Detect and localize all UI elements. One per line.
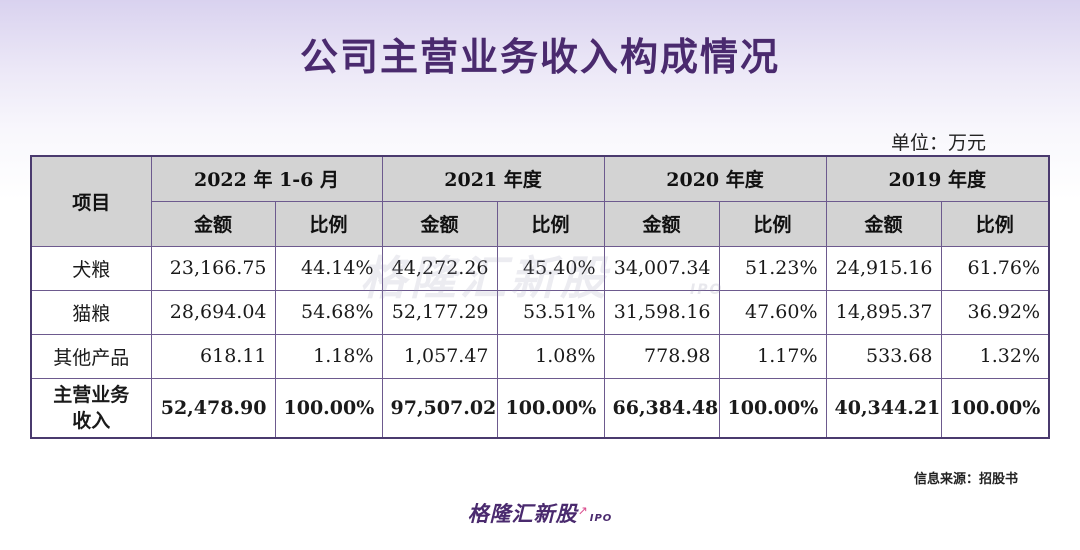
year-header: 2020 年度 xyxy=(603,155,827,202)
total-ratio-cell: 100.00% xyxy=(496,377,605,439)
ratio-cell: 61.76% xyxy=(940,245,1050,291)
amount-cell: 533.68 xyxy=(825,333,942,379)
brand-name: 格隆汇新股 xyxy=(467,502,578,526)
amount-cell: 52,177.29 xyxy=(381,289,498,335)
table-row: 猫粮 28,694.04 54.68% 52,177.29 53.51% 31,… xyxy=(30,289,1050,335)
row-label: 其他产品 xyxy=(30,333,152,379)
ratio-cell: 1.08% xyxy=(496,333,605,379)
total-amount-cell: 66,384.48 xyxy=(603,377,720,439)
amount-cell: 618.11 xyxy=(150,333,276,379)
amount-cell: 44,272.26 xyxy=(381,245,498,291)
row-label: 猫粮 xyxy=(30,289,152,335)
amount-header: 金额 xyxy=(381,200,498,247)
total-amount-cell: 97,507.02 xyxy=(381,377,498,439)
table-row: 犬粮 23,166.75 44.14% 44,272.26 45.40% 34,… xyxy=(30,245,1050,291)
total-ratio-cell: 100.00% xyxy=(940,377,1050,439)
ratio-cell: 54.68% xyxy=(274,289,383,335)
brand-ipo: IPO xyxy=(589,513,613,524)
ratio-cell: 1.17% xyxy=(718,333,827,379)
brand-logo: 格隆汇新股↗IPO xyxy=(0,498,1080,528)
amount-cell: 34,007.34 xyxy=(603,245,720,291)
total-amount-cell: 40,344.21 xyxy=(825,377,942,439)
year-header: 2022 年 1-6 月 xyxy=(150,155,383,202)
year-header-row: 项目 2022 年 1-6 月 2021 年度 2020 年度 2019 年度 xyxy=(30,155,1050,247)
ratio-header: 比例 xyxy=(940,200,1050,247)
ratio-header: 比例 xyxy=(496,200,605,247)
amount-cell: 14,895.37 xyxy=(825,289,942,335)
unit-label: 单位：万元 xyxy=(890,132,986,154)
total-ratio-cell: 100.00% xyxy=(274,377,383,439)
trend-arrow-icon: ↗ xyxy=(577,503,588,518)
amount-cell: 778.98 xyxy=(603,333,720,379)
total-label-line1: 主营业务 xyxy=(53,383,130,406)
total-label: 主营业务 收入 xyxy=(30,377,152,439)
ratio-cell: 47.60% xyxy=(718,289,827,335)
watermark-ipo: IPO xyxy=(690,282,724,298)
table-row: 其他产品 618.11 1.18% 1,057.47 1.08% 778.98 … xyxy=(30,333,1050,379)
source-note: 信息来源：招股书 xyxy=(913,472,1018,487)
total-row: 主营业务 收入 52,478.90 100.00% 97,507.02 100.… xyxy=(30,377,1050,439)
year-header: 2019 年度 xyxy=(825,155,1050,202)
amount-cell: 24,915.16 xyxy=(825,245,942,291)
item-header: 项目 xyxy=(30,155,152,247)
ratio-cell: 1.18% xyxy=(274,333,383,379)
amount-header: 金额 xyxy=(603,200,720,247)
year-header: 2021 年度 xyxy=(381,155,605,202)
total-label-line2: 收入 xyxy=(72,409,111,432)
total-ratio-cell: 100.00% xyxy=(718,377,827,439)
revenue-table: 项目 2022 年 1-6 月 2021 年度 2020 年度 2019 年度 … xyxy=(30,155,1050,439)
ratio-header: 比例 xyxy=(274,200,383,247)
amount-header: 金额 xyxy=(825,200,942,247)
row-label: 犬粮 xyxy=(30,245,152,291)
sub-header-row: 金额 比例 金额 比例 金额 比例 金额 比例 xyxy=(31,200,1050,247)
ratio-cell: 44.14% xyxy=(274,245,383,291)
page-title: 公司主营业务收入构成情况 xyxy=(299,35,780,79)
amount-header: 金额 xyxy=(150,200,276,247)
ratio-cell: 36.92% xyxy=(940,289,1050,335)
ratio-cell: 1.32% xyxy=(940,333,1050,379)
ratio-cell: 45.40% xyxy=(496,245,605,291)
ratio-cell: 51.23% xyxy=(718,245,827,291)
amount-cell: 23,166.75 xyxy=(150,245,276,291)
amount-cell: 28,694.04 xyxy=(150,289,276,335)
amount-cell: 1,057.47 xyxy=(381,333,498,379)
total-amount-cell: 52,478.90 xyxy=(150,377,276,439)
ratio-cell: 53.51% xyxy=(496,289,605,335)
ratio-header: 比例 xyxy=(718,200,827,247)
